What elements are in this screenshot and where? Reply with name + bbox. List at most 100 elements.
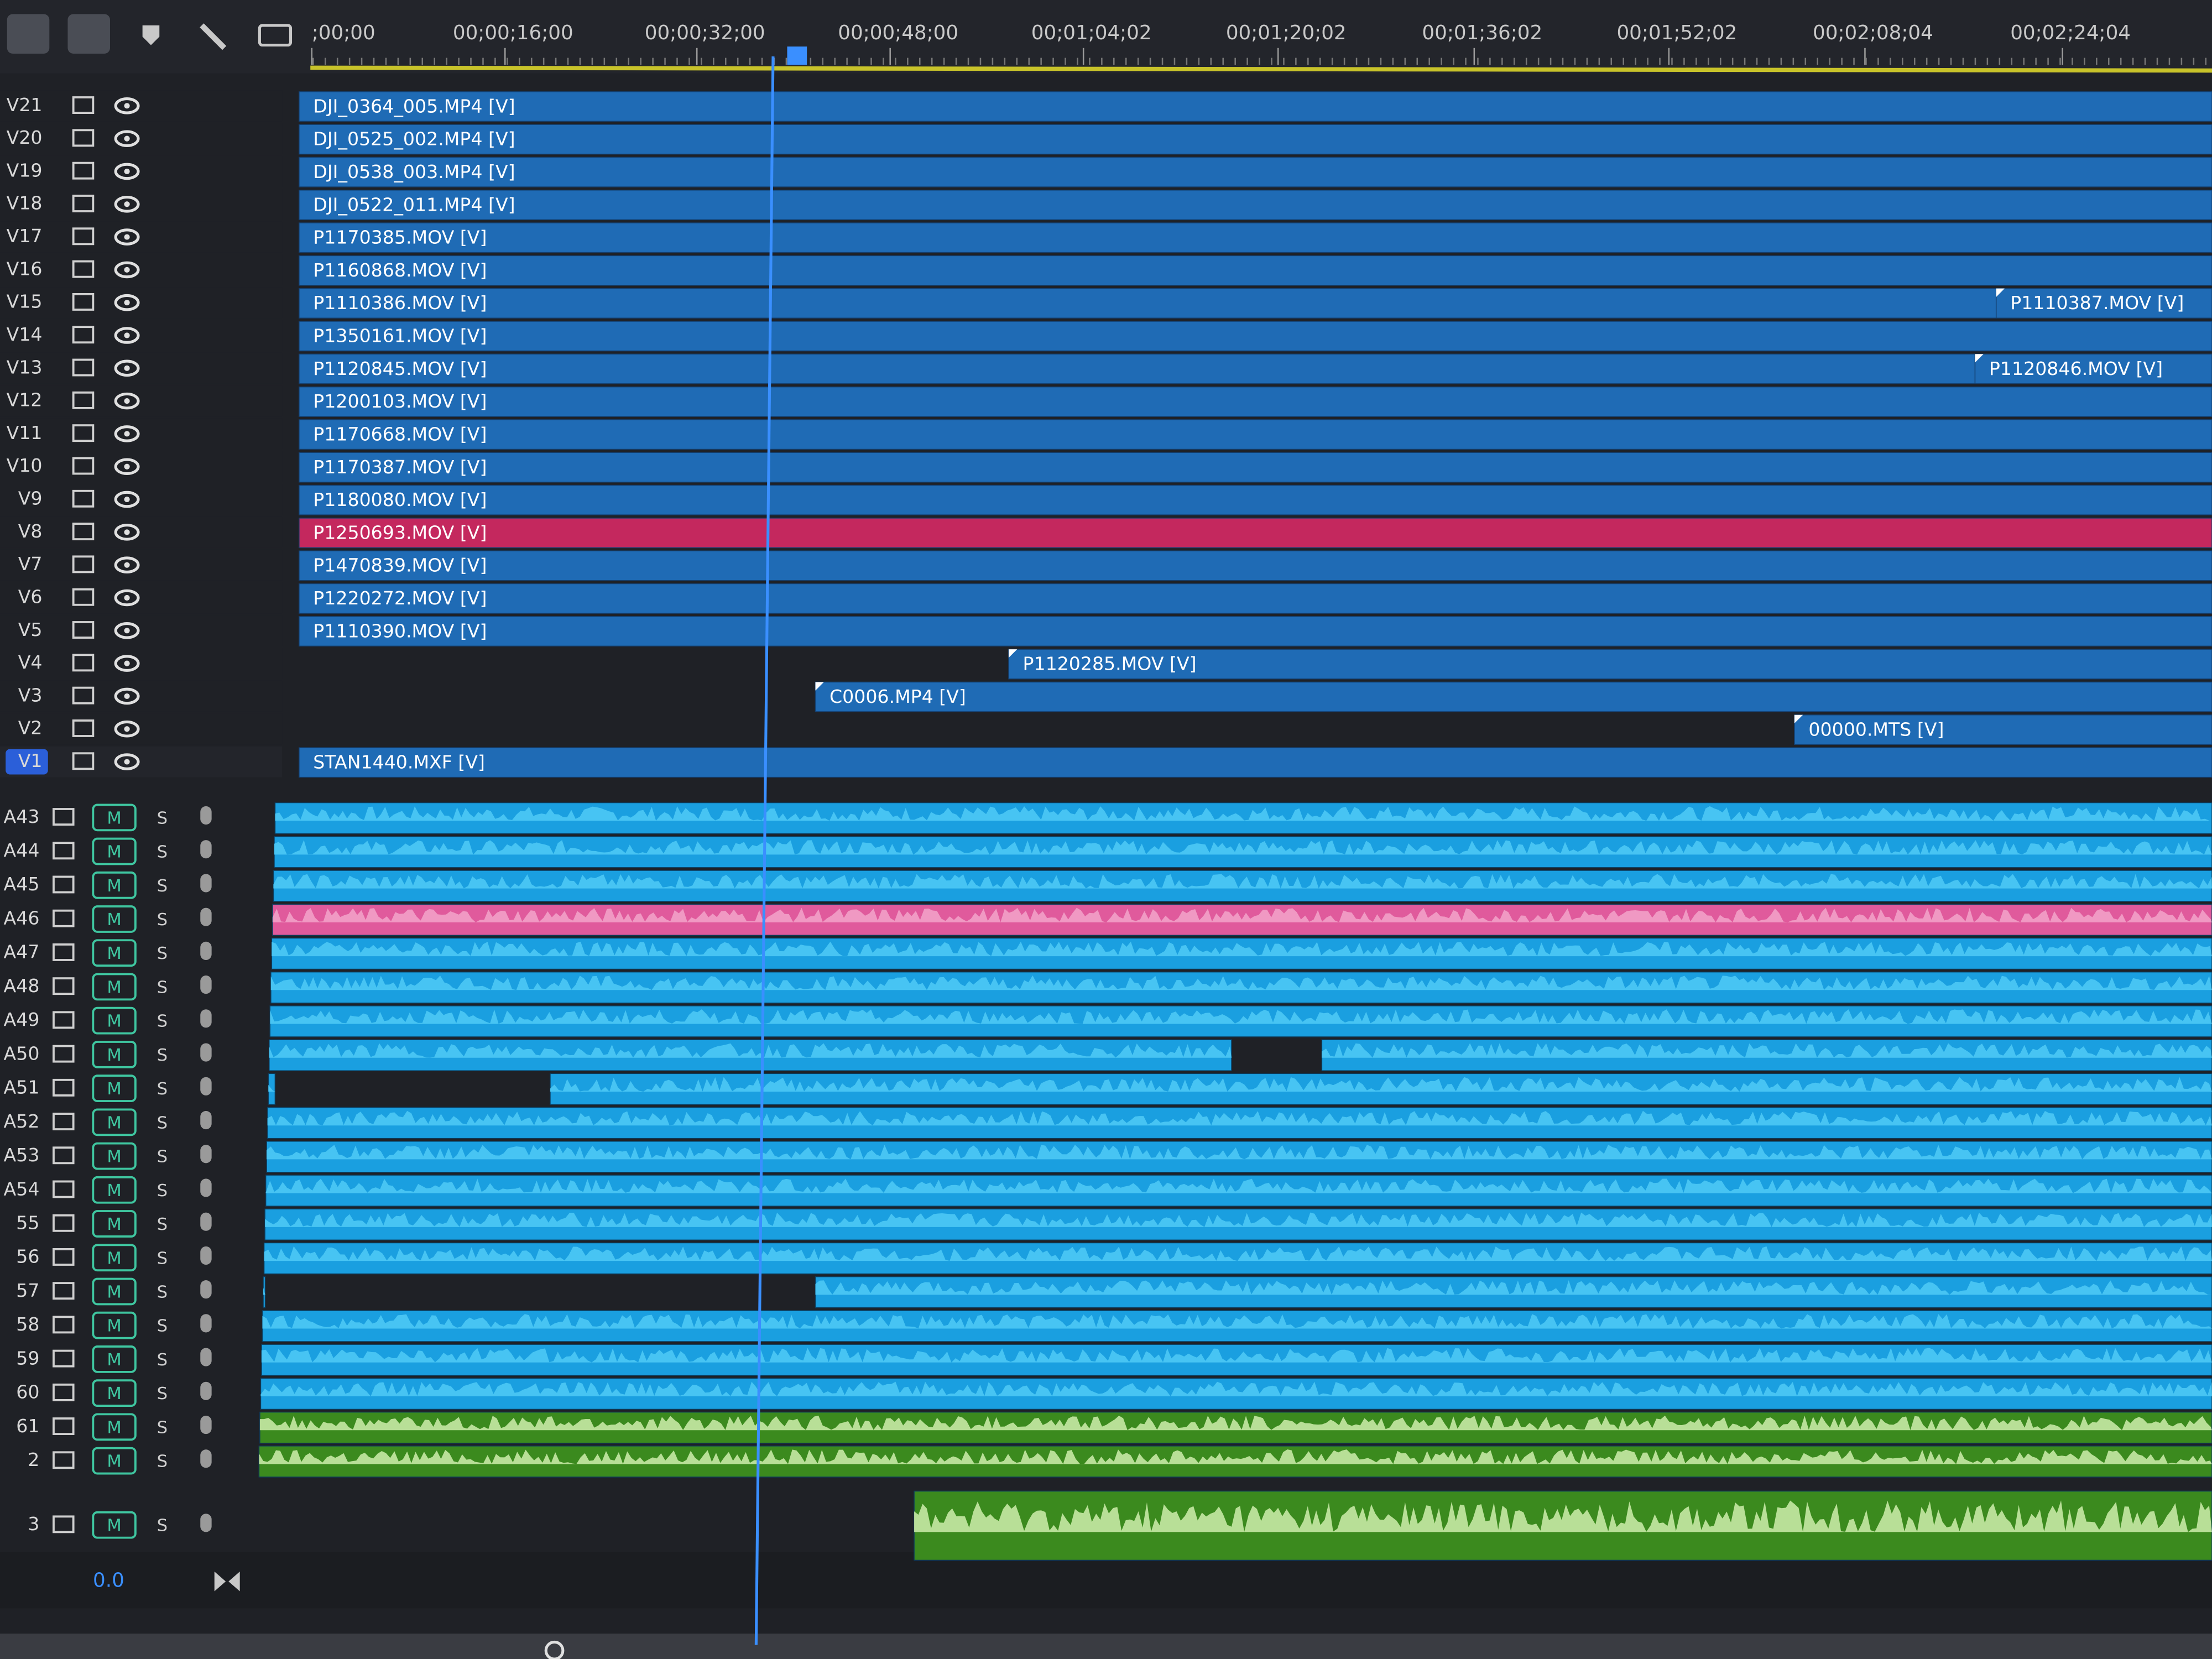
sync-lock-icon[interactable]: [72, 195, 95, 212]
scroll-bar[interactable]: [0, 1634, 2212, 1659]
voice-icon[interactable]: [200, 1246, 212, 1265]
solo-label[interactable]: S: [157, 910, 168, 930]
solo-label[interactable]: S: [157, 1384, 168, 1404]
settings-button[interactable]: [200, 23, 227, 50]
mute-button[interactable]: [92, 939, 137, 967]
mute-button[interactable]: [92, 1176, 137, 1204]
voice-icon[interactable]: [200, 1212, 212, 1231]
video-clip[interactable]: [299, 91, 2212, 122]
sync-lock-icon[interactable]: [72, 260, 95, 278]
video-clip[interactable]: [815, 681, 2212, 712]
sync-lock-icon[interactable]: [72, 523, 95, 541]
sync-lock-icon[interactable]: [53, 1515, 75, 1533]
sync-lock-icon[interactable]: [53, 909, 75, 927]
video-clip[interactable]: [1974, 353, 2212, 384]
video-clip[interactable]: [299, 484, 2212, 515]
video-clip[interactable]: [1008, 649, 2212, 680]
voice-icon[interactable]: [200, 1280, 212, 1299]
marker-button[interactable]: [142, 25, 160, 45]
mute-button[interactable]: [92, 1142, 137, 1170]
solo-label[interactable]: S: [157, 1012, 168, 1031]
solo-label[interactable]: S: [157, 1516, 168, 1536]
video-clip[interactable]: [299, 583, 2212, 614]
sync-lock-icon[interactable]: [72, 129, 95, 147]
voice-icon[interactable]: [200, 907, 212, 926]
eye-icon[interactable]: [114, 163, 140, 180]
voice-icon[interactable]: [200, 1178, 212, 1197]
sync-lock-icon[interactable]: [53, 1349, 75, 1368]
mute-button[interactable]: [92, 973, 137, 1001]
eye-icon[interactable]: [114, 195, 140, 213]
video-clip[interactable]: [299, 386, 2212, 417]
video-clip[interactable]: [299, 255, 2212, 286]
sync-lock-icon[interactable]: [53, 1011, 75, 1029]
video-clip[interactable]: [299, 288, 2212, 319]
sync-lock-icon[interactable]: [72, 719, 95, 737]
mute-button[interactable]: [92, 1277, 137, 1306]
solo-label[interactable]: S: [157, 1215, 168, 1234]
voice-icon[interactable]: [200, 1348, 212, 1366]
sync-lock-icon[interactable]: [72, 752, 95, 770]
eye-icon[interactable]: [114, 655, 140, 672]
eye-icon[interactable]: [114, 425, 140, 442]
video-clip[interactable]: [299, 452, 2212, 483]
mute-button[interactable]: [92, 871, 137, 899]
mute-button[interactable]: [92, 1108, 137, 1136]
eye-icon[interactable]: [114, 687, 140, 705]
eye-icon[interactable]: [114, 720, 140, 738]
solo-label[interactable]: S: [157, 1418, 168, 1437]
video-clip[interactable]: [299, 321, 2212, 352]
sync-lock-icon[interactable]: [53, 875, 75, 894]
eye-icon[interactable]: [114, 589, 140, 607]
solo-label[interactable]: S: [157, 1350, 168, 1370]
captions-button[interactable]: [258, 24, 293, 47]
eye-icon[interactable]: [114, 97, 140, 114]
voice-icon[interactable]: [200, 840, 212, 859]
voice-icon[interactable]: [200, 1043, 212, 1062]
sync-lock-icon[interactable]: [53, 943, 75, 961]
video-clip[interactable]: [299, 189, 2212, 221]
eye-icon[interactable]: [114, 228, 140, 246]
mute-button[interactable]: [92, 905, 137, 933]
target-badge[interactable]: [6, 749, 48, 775]
eye-icon[interactable]: [114, 359, 140, 377]
mute-button[interactable]: [92, 1511, 137, 1539]
playhead-handle[interactable]: [787, 46, 807, 65]
video-clip[interactable]: [299, 353, 2212, 384]
linked-button[interactable]: [67, 14, 110, 54]
sync-lock-icon[interactable]: [53, 1045, 75, 1063]
sync-lock-icon[interactable]: [53, 1248, 75, 1266]
voice-icon[interactable]: [200, 1314, 212, 1333]
sync-lock-icon[interactable]: [72, 489, 95, 508]
voice-icon[interactable]: [200, 806, 212, 825]
solo-label[interactable]: S: [157, 808, 168, 828]
mute-button[interactable]: [92, 1244, 137, 1272]
voice-icon[interactable]: [200, 1077, 212, 1095]
video-clip[interactable]: [299, 222, 2212, 253]
snap-button[interactable]: [7, 14, 50, 54]
video-clip[interactable]: [299, 419, 2212, 450]
eye-icon[interactable]: [114, 327, 140, 344]
solo-label[interactable]: S: [157, 1181, 168, 1201]
sync-lock-icon[interactable]: [72, 358, 95, 377]
eye-icon[interactable]: [114, 294, 140, 311]
video-clip[interactable]: [299, 156, 2212, 187]
video-clip[interactable]: [299, 616, 2212, 647]
sync-lock-icon[interactable]: [72, 654, 95, 672]
mute-button[interactable]: [92, 1074, 137, 1102]
sync-lock-icon[interactable]: [53, 842, 75, 860]
mute-button[interactable]: [92, 837, 137, 865]
video-clip[interactable]: [299, 550, 2212, 581]
video-clip[interactable]: [1794, 714, 2212, 745]
scroll-handle[interactable]: [544, 1640, 565, 1659]
solo-label[interactable]: S: [157, 1249, 168, 1268]
sync-lock-icon[interactable]: [72, 424, 95, 442]
eye-icon[interactable]: [114, 261, 140, 279]
eye-icon[interactable]: [114, 458, 140, 476]
voice-icon[interactable]: [200, 941, 212, 960]
sync-lock-icon[interactable]: [53, 1180, 75, 1198]
eye-icon[interactable]: [114, 130, 140, 147]
eye-icon[interactable]: [114, 556, 140, 573]
video-clip[interactable]: [299, 124, 2212, 155]
sync-lock-icon[interactable]: [53, 1451, 75, 1469]
